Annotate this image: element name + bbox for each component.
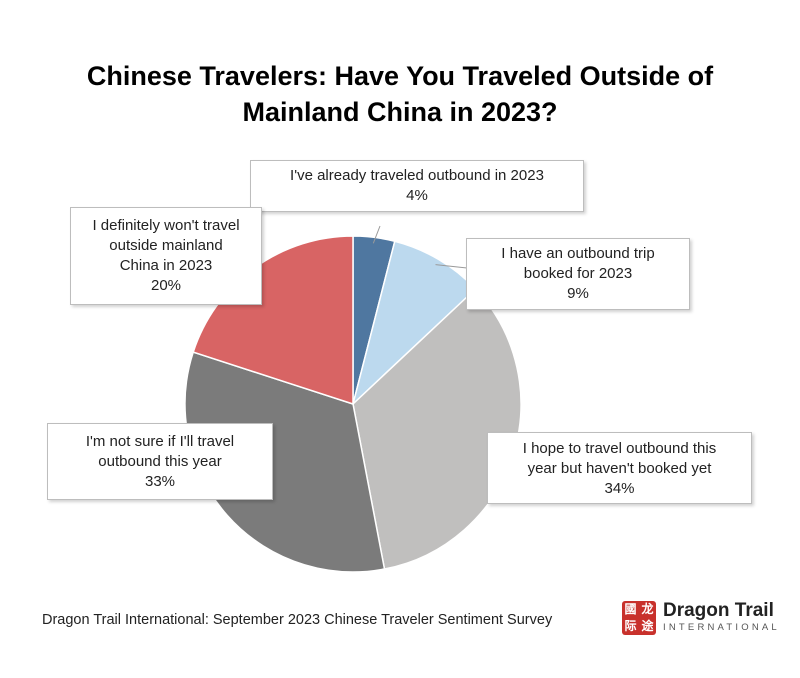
logo-name: Dragon Trail [663, 600, 774, 621]
callout-label-line: booked for 2023 [523, 265, 633, 282]
callout-already-traveled: I've already traveled outbound in 2023 4… [250, 160, 584, 212]
callout-value: 4% [406, 187, 428, 204]
callout-label-line: I have an outbound trip [501, 245, 655, 262]
callout-value: 20% [150, 277, 182, 294]
callout-label-line: outside mainland [109, 237, 223, 254]
callout-not-sure: I'm not sure if I'll travel outbound thi… [47, 423, 273, 500]
chart-title: Chinese Travelers: Have You Traveled Out… [0, 58, 800, 130]
chart-title-line-2: Mainland China in 2023? [242, 97, 558, 127]
callout-label-line: I hope to travel outbound this [522, 440, 717, 457]
dragon-seal-icon: 國 龙 际 途 [622, 601, 656, 635]
chart-title-line-1: Chinese Travelers: Have You Traveled Out… [86, 61, 714, 91]
callout-label-line: I'm not sure if I'll travel [85, 433, 235, 450]
callout-wont-travel: I definitely won't travel outside mainla… [70, 207, 262, 305]
logo-subtitle: INTERNATIONAL [663, 622, 780, 633]
leader-line-1 [435, 264, 468, 269]
pie-slice-3 [184, 351, 386, 573]
callout-trip-booked: I have an outbound trip booked for 2023 … [466, 238, 690, 310]
callout-label-line: I definitely won't travel [92, 217, 240, 234]
source-note: Dragon Trail International: September 20… [42, 612, 553, 628]
callout-value: 9% [567, 285, 589, 302]
seal-char: 际 [624, 619, 637, 633]
leader-line-0 [372, 225, 381, 244]
callout-hope-to-travel: I hope to travel outbound this year but … [487, 432, 752, 504]
callout-value: 33% [144, 473, 176, 490]
callout-label-line: I've already traveled outbound in 2023 [290, 167, 544, 184]
callout-label-line: China in 2023 [119, 257, 213, 274]
seal-char: 國 [624, 602, 637, 616]
callout-label-line: outbound this year [98, 453, 222, 470]
callout-value: 34% [604, 480, 635, 497]
seal-char: 龙 [641, 602, 654, 616]
dragon-trail-logo: 國 龙 际 途 Dragon Trail INTERNATIONAL [622, 601, 780, 635]
callout-label-line: year but haven't booked yet [527, 460, 712, 477]
seal-char: 途 [641, 619, 654, 633]
